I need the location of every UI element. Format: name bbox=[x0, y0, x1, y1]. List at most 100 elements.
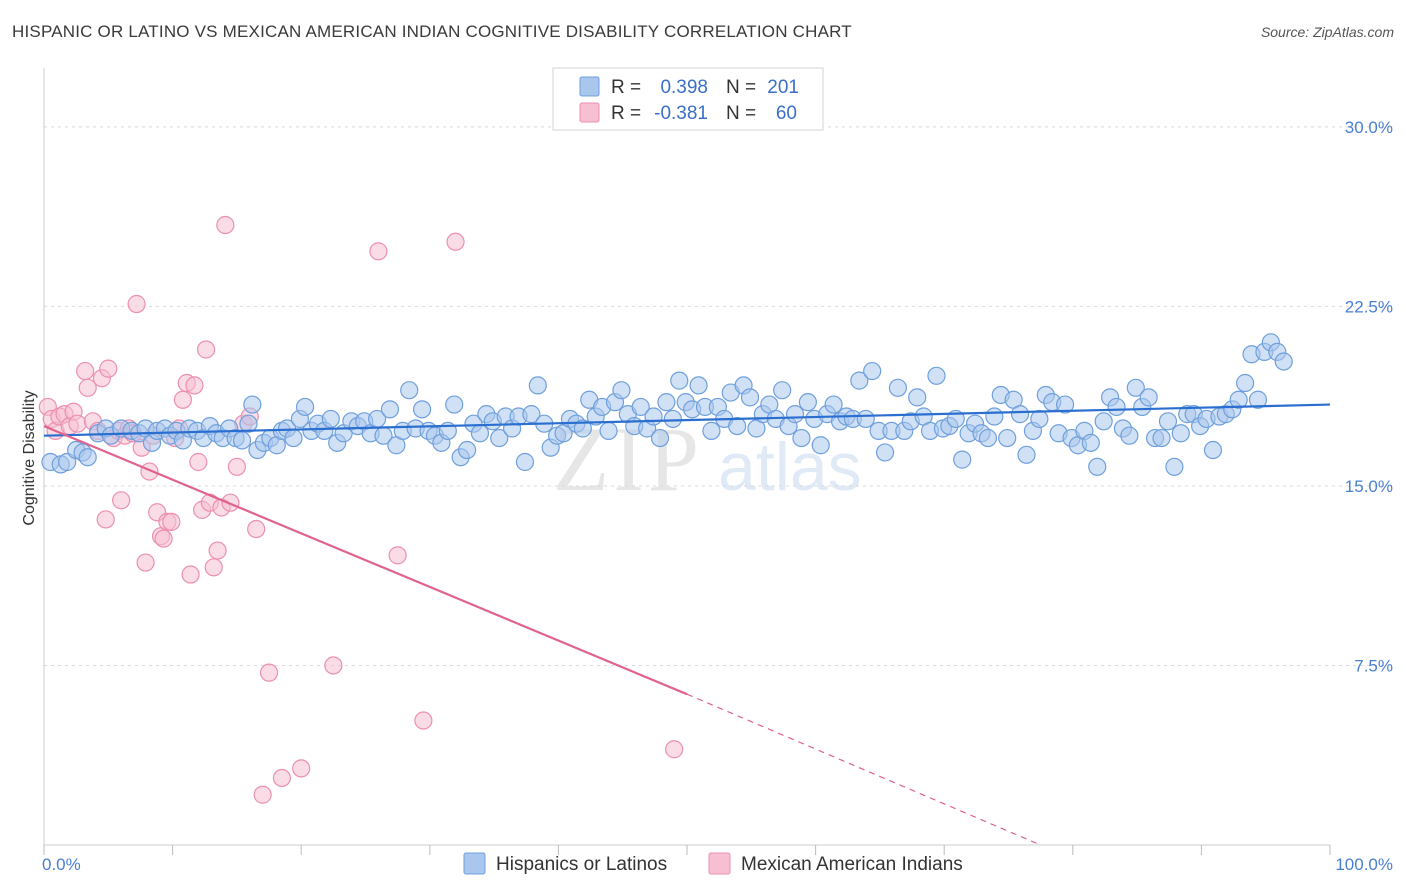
data-point-blue bbox=[1248, 390, 1268, 409]
data-point-blue bbox=[927, 366, 946, 385]
legend-n-value-1: 201 bbox=[767, 77, 799, 98]
data-point-blue bbox=[1088, 457, 1107, 476]
trend-lines bbox=[43, 403, 1331, 846]
chart-title: HISPANIC OR LATINO VS MEXICAN AMERICAN I… bbox=[12, 22, 852, 41]
data-point-blue bbox=[1236, 373, 1255, 393]
data-point-blue bbox=[792, 428, 811, 448]
data-point-blue bbox=[670, 371, 689, 390]
data-point-blue bbox=[321, 409, 340, 429]
data-point-pink bbox=[76, 361, 95, 381]
data-point-pink bbox=[96, 510, 115, 529]
x-tick-label-min: 0.0% bbox=[42, 855, 81, 874]
data-point-pink bbox=[369, 242, 388, 261]
data-point-pink bbox=[154, 529, 173, 548]
data-point-blue bbox=[650, 428, 670, 448]
data-point-blue bbox=[702, 421, 721, 440]
data-point-pink bbox=[324, 656, 343, 675]
trend-line-hispanics bbox=[43, 403, 1331, 437]
watermark-atlas: atlas bbox=[718, 429, 862, 505]
data-point-pink bbox=[216, 215, 235, 235]
data-point-blue bbox=[657, 393, 676, 412]
data-point-pink bbox=[127, 294, 146, 314]
data-point-blue bbox=[243, 395, 262, 414]
data-point-blue bbox=[380, 400, 400, 419]
data-point-blue bbox=[1081, 433, 1100, 452]
data-point-blue bbox=[888, 378, 908, 397]
data-point-pink bbox=[189, 452, 208, 472]
bottom-legend-swatch-pink bbox=[708, 852, 731, 875]
data-point-blue bbox=[515, 452, 535, 472]
data-point-pink bbox=[665, 740, 684, 759]
data-point-blue bbox=[1165, 457, 1184, 476]
y-tick-label: 30.0% bbox=[1345, 118, 1393, 137]
data-point-blue bbox=[1152, 428, 1171, 448]
data-point-pink bbox=[414, 711, 433, 730]
data-point-blue bbox=[1139, 388, 1158, 407]
data-point-blue bbox=[953, 450, 972, 469]
data-point-blue bbox=[1010, 405, 1030, 424]
data-point-blue bbox=[1120, 426, 1139, 445]
data-point-blue bbox=[490, 428, 509, 448]
data-point-pink bbox=[162, 512, 181, 531]
data-point-blue bbox=[1158, 412, 1178, 431]
data-point-blue bbox=[400, 381, 419, 400]
data-point-blue bbox=[875, 443, 895, 462]
data-point-blue bbox=[978, 428, 998, 448]
data-point-blue bbox=[599, 421, 618, 440]
data-point-pink bbox=[292, 759, 311, 778]
data-point-blue bbox=[1094, 412, 1113, 431]
y-tick-label: 15.0% bbox=[1345, 477, 1393, 496]
series-hispanics-or-latinos bbox=[41, 333, 1293, 476]
legend-r-label-1: R = bbox=[611, 77, 641, 98]
data-point-pink bbox=[388, 546, 407, 565]
bottom-legend-label-hispanics: Hispanics or Latinos bbox=[496, 854, 667, 875]
data-point-pink bbox=[259, 663, 279, 682]
legend-swatch-pink bbox=[579, 102, 600, 123]
correlation-legend: R = 0.398 N = 201 R = -0.381 N = 60 bbox=[552, 67, 824, 131]
series-legend: Hispanics or Latinos Mexican American In… bbox=[463, 852, 963, 875]
data-point-blue bbox=[785, 405, 805, 424]
legend-swatch-blue bbox=[579, 76, 600, 97]
data-point-blue bbox=[284, 428, 303, 448]
data-point-pink bbox=[204, 558, 223, 577]
legend-r-value-1: 0.398 bbox=[660, 77, 708, 98]
data-point-blue bbox=[773, 381, 792, 400]
data-point-blue bbox=[798, 393, 817, 412]
data-point-blue bbox=[850, 371, 869, 390]
data-point-blue bbox=[1030, 409, 1049, 429]
data-point-blue bbox=[1107, 397, 1126, 417]
data-point-blue bbox=[985, 407, 1004, 426]
data-point-pink bbox=[185, 376, 204, 395]
data-point-pink bbox=[68, 414, 87, 433]
data-point-blue bbox=[644, 407, 663, 426]
legend-r-label-2: R = bbox=[611, 103, 641, 124]
data-point-pink bbox=[112, 491, 131, 510]
data-point-blue bbox=[811, 436, 830, 455]
data-point-blue bbox=[663, 409, 682, 429]
data-point-blue bbox=[1203, 440, 1223, 460]
legend-r-value-2: -0.381 bbox=[654, 103, 708, 124]
legend-n-value-2: 60 bbox=[776, 103, 797, 124]
data-point-pink bbox=[446, 232, 465, 251]
data-point-blue bbox=[457, 440, 477, 460]
data-point-pink bbox=[173, 390, 192, 409]
legend-n-label-1: N = bbox=[726, 77, 756, 98]
data-point-blue bbox=[1171, 424, 1190, 443]
data-point-pink bbox=[99, 359, 118, 378]
data-point-pink bbox=[136, 553, 155, 572]
y-tick-label: 22.5% bbox=[1345, 297, 1393, 316]
y-tick-label: 7.5% bbox=[1354, 656, 1393, 675]
data-point-blue bbox=[824, 395, 843, 414]
data-point-blue bbox=[863, 361, 882, 381]
data-point-blue bbox=[689, 376, 708, 395]
data-point-pink bbox=[208, 541, 227, 560]
bottom-legend-label-mexican: Mexican American Indians bbox=[741, 854, 963, 875]
trend-line-mexican-extension bbox=[686, 693, 1041, 846]
data-point-blue bbox=[470, 424, 490, 443]
data-point-blue bbox=[412, 400, 432, 419]
data-point-blue bbox=[856, 409, 875, 429]
data-point-pink bbox=[196, 340, 216, 359]
data-point-blue bbox=[232, 431, 252, 450]
data-point-blue bbox=[445, 395, 464, 414]
data-point-blue bbox=[908, 388, 927, 407]
